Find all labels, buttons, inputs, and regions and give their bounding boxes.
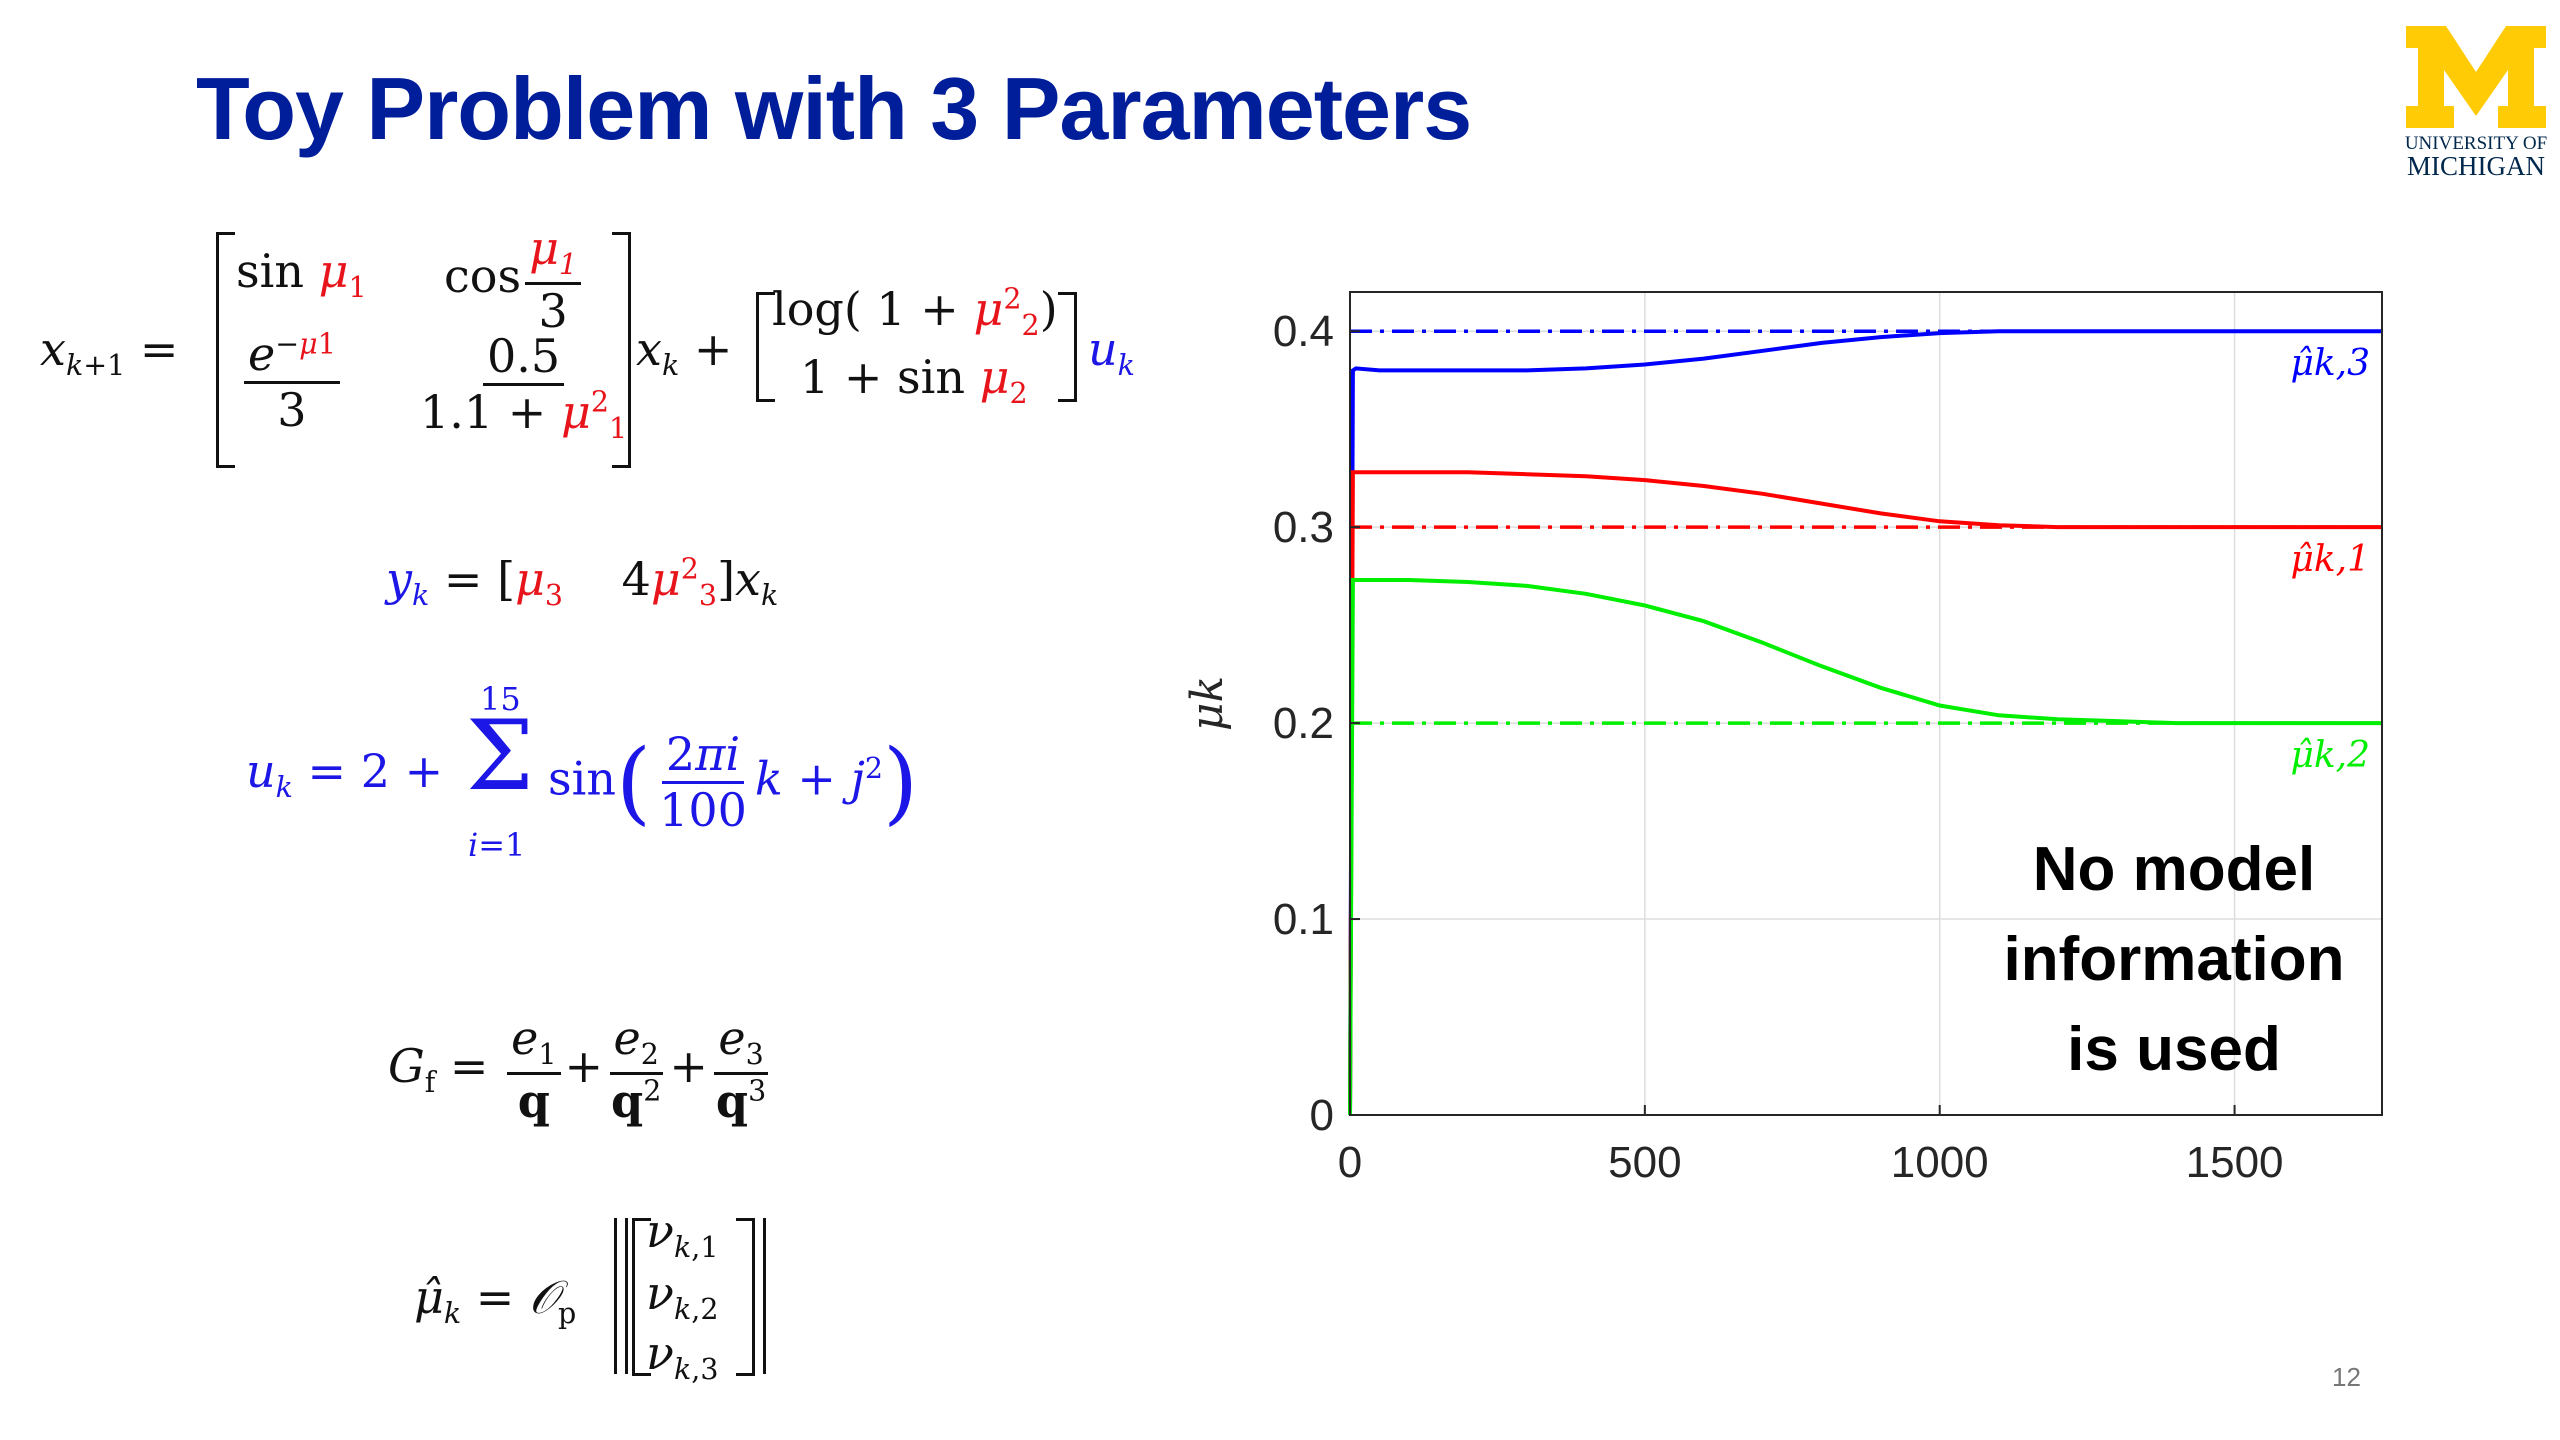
norm-bar-left: [614, 1218, 628, 1374]
logo-wordmark: UNIVERSITY OF MICHIGAN: [2402, 134, 2550, 180]
series-label: μ̂k,2: [2290, 735, 2370, 776]
vector-bracket-left: [756, 292, 775, 402]
state-input-term: xk +: [636, 322, 733, 383]
y-tick-label: 0.2: [1273, 699, 1334, 748]
plot-area: [1350, 292, 2382, 1115]
series-label: μ̂k,3: [2290, 343, 2370, 384]
parameter-estimate-chart: 0 500 1000 1500 0 0.1 0.2 0.3 0.4 μk μ̂k,3 μ̂k,1 μ̂k…: [1180, 260, 2420, 1220]
series-line: [1348, 578, 2382, 1116]
vector-bracket-right: [1058, 292, 1077, 402]
matrix-a21: e−μ1 3: [240, 328, 344, 437]
y-axis-label: μk: [1182, 676, 1233, 731]
slide-title: Toy Problem with 3 Parameters: [196, 59, 1472, 158]
y-tick-label: 0: [1310, 1091, 1334, 1140]
chart-annotation-line: information: [2004, 925, 2345, 994]
sum-symbol: Σ: [466, 700, 534, 812]
matrix-bracket-left: [216, 232, 235, 468]
y-tick-label: 0.3: [1273, 503, 1334, 552]
matrix-bracket-right: [612, 232, 631, 468]
state-equation: xk+1 =: [40, 322, 179, 383]
sine-term: sin(2πi 100 k + j2): [548, 727, 919, 837]
nu-2: νk,2: [646, 1266, 719, 1327]
nu-bracket-left: [632, 1218, 651, 1376]
x-tick-label: 1500: [2186, 1138, 2284, 1187]
sum-lower-limit: i=1: [468, 826, 526, 864]
matrix-a12: cos μ1 3: [444, 222, 585, 338]
estimator-equation: μ̂k = 𝒪p: [414, 1270, 577, 1331]
nu-1: νk,1: [646, 1204, 719, 1265]
equations-panel: xk+1 = sin μ1 cos μ1 3 e−μ1 3 0.5 1.1 + μ21 …: [0, 0, 1200, 1440]
block-m-icon: [2406, 26, 2546, 128]
vector-b1: log( 1 + μ22): [772, 282, 1058, 343]
logo-line2: MICHIGAN: [2407, 151, 2545, 181]
x-tick-label: 0: [1338, 1138, 1362, 1187]
chart-annotation-line: No model: [2033, 835, 2315, 904]
vector-b2: 1 + sin μ2: [800, 350, 1028, 411]
input-symbol: uk: [1088, 322, 1135, 383]
matrix-a22: 0.5 1.1 + μ21: [420, 329, 628, 446]
slide-number: 12: [2332, 1362, 2361, 1392]
axes-box: [1349, 291, 2383, 1116]
chart-svg: 0 500 1000 1500 0 0.1 0.2 0.3 0.4 μk μ̂k,3 μ̂k,1 μ̂k…: [1182, 291, 2383, 1187]
series-label: μ̂k,1: [2290, 539, 2370, 580]
input-equation: uk = 2 +: [246, 744, 444, 805]
chart-annotation-line: is used: [2067, 1015, 2281, 1084]
matrix-a11: sin μ1: [236, 244, 367, 305]
output-equation: yk = [μ3 4μ23]xk: [386, 552, 779, 613]
x-tick-label: 1000: [1891, 1138, 1989, 1187]
university-logo: UNIVERSITY OF MICHIGAN: [2402, 22, 2550, 182]
series-line: [1348, 329, 2382, 1116]
x-tick-label: 500: [1608, 1138, 1681, 1187]
filter-equation: Gf = e1 q + e2 q2 + e3 q3: [388, 1011, 768, 1128]
series-line: [1348, 470, 2382, 1116]
y-tick-label: 0.1: [1273, 895, 1334, 944]
nu-3: νk,3: [646, 1326, 719, 1387]
y-tick-label: 0.4: [1273, 307, 1334, 356]
norm-bar-right: [752, 1218, 766, 1374]
sum-upper-limit: 15: [480, 680, 521, 718]
logo-line1: UNIVERSITY OF: [2404, 133, 2548, 154]
